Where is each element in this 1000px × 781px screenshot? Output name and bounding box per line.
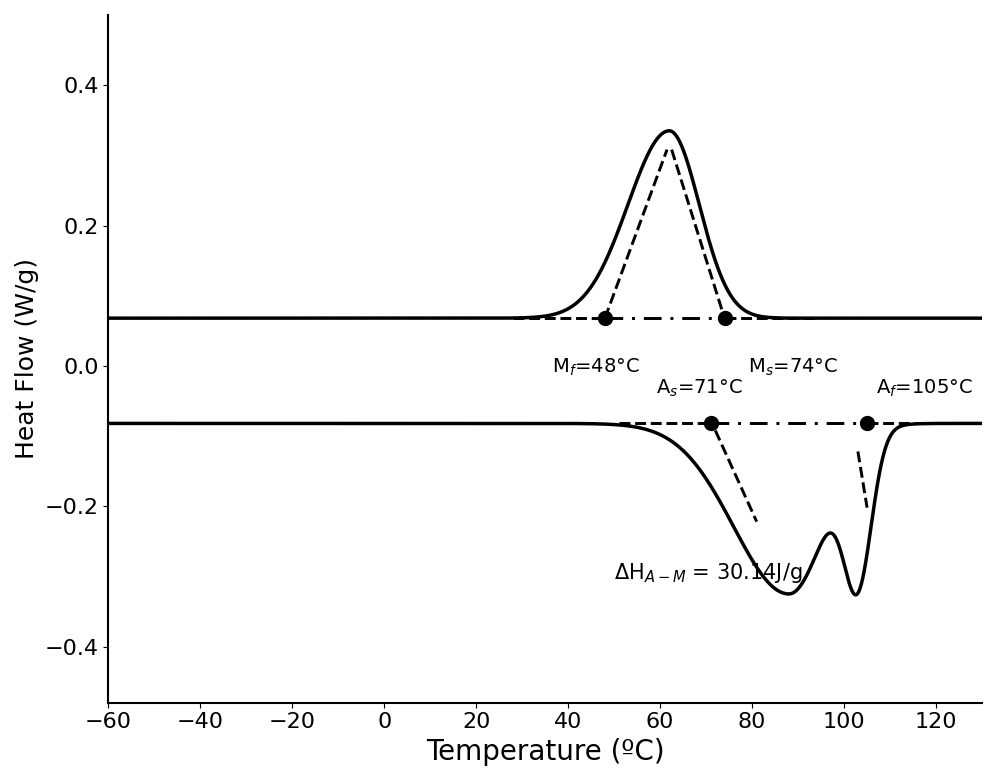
Text: A$_f$=105°C: A$_f$=105°C <box>876 377 973 399</box>
Point <box>717 312 733 324</box>
Text: M$_f$=48°C: M$_f$=48°C <box>552 357 640 378</box>
X-axis label: Temperature (ºC): Temperature (ºC) <box>426 738 664 766</box>
Point <box>703 417 719 430</box>
Text: M$_s$=74°C: M$_s$=74°C <box>748 357 838 378</box>
Point <box>597 312 613 324</box>
Y-axis label: Heat Flow (W/g): Heat Flow (W/g) <box>15 259 39 459</box>
Text: A$_s$=71°C: A$_s$=71°C <box>656 377 742 399</box>
Point <box>859 417 875 430</box>
Text: $\Delta$H$_{A-M}$ = 30.14J/g: $\Delta$H$_{A-M}$ = 30.14J/g <box>614 561 803 585</box>
